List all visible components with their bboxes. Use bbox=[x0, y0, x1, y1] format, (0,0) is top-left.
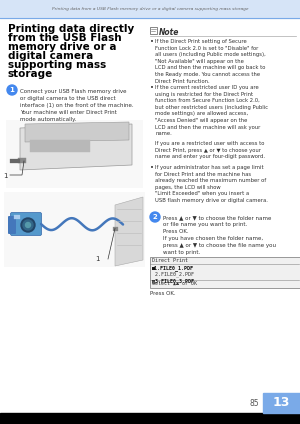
Circle shape bbox=[26, 223, 31, 228]
Bar bbox=[113, 226, 118, 231]
Text: 1: 1 bbox=[10, 87, 14, 93]
FancyBboxPatch shape bbox=[150, 27, 157, 34]
Text: Direct Print: Direct Print bbox=[152, 258, 188, 263]
Circle shape bbox=[150, 212, 160, 222]
Polygon shape bbox=[115, 197, 143, 266]
Bar bbox=[18, 158, 26, 163]
Circle shape bbox=[23, 220, 33, 230]
Text: storage: storage bbox=[8, 69, 53, 79]
Text: 1: 1 bbox=[4, 173, 8, 179]
Text: If your administrator has set a page limit
for Direct Print and the machine has
: If your administrator has set a page lim… bbox=[155, 165, 268, 203]
Text: supporting mass: supporting mass bbox=[8, 60, 106, 70]
Text: ■1.FILE0_1.PDF: ■1.FILE0_1.PDF bbox=[152, 265, 194, 271]
Bar bbox=[6, 120, 143, 188]
Bar bbox=[263, 393, 300, 413]
Polygon shape bbox=[25, 122, 129, 142]
Circle shape bbox=[21, 218, 35, 232]
Text: If the current restricted user ID you are
using is restricted for the Direct Pri: If the current restricted user ID you ar… bbox=[155, 85, 268, 136]
Bar bbox=[30, 140, 90, 152]
Text: Select ▲▼ or OK: Select ▲▼ or OK bbox=[152, 281, 197, 286]
Bar bbox=[0, 0, 300, 18]
Text: •: • bbox=[150, 165, 154, 171]
Text: •: • bbox=[150, 39, 154, 45]
Text: 13: 13 bbox=[273, 396, 290, 410]
Text: memory drive or a: memory drive or a bbox=[8, 42, 116, 52]
Text: from the USB Flash: from the USB Flash bbox=[8, 33, 122, 43]
Polygon shape bbox=[20, 124, 132, 170]
Text: Press OK.: Press OK. bbox=[150, 291, 176, 296]
Text: Note: Note bbox=[159, 28, 179, 37]
Text: Printing data directly: Printing data directly bbox=[8, 24, 134, 34]
Bar bbox=[0, 413, 300, 424]
Text: 2: 2 bbox=[153, 214, 158, 220]
Circle shape bbox=[7, 85, 17, 95]
FancyBboxPatch shape bbox=[11, 212, 41, 235]
FancyBboxPatch shape bbox=[149, 257, 299, 287]
Text: ▨3.FILE0_3.PDF: ▨3.FILE0_3.PDF bbox=[152, 278, 194, 284]
Text: digital camera: digital camera bbox=[8, 51, 93, 61]
Text: If you are a restricted user with access to
Direct Print, press ▲ or ▼ to choose: If you are a restricted user with access… bbox=[155, 141, 265, 159]
Text: 85: 85 bbox=[249, 399, 259, 407]
Bar bbox=[4, 192, 145, 267]
Text: Printing data from a USB Flash memory drive or a digital camera supporting mass : Printing data from a USB Flash memory dr… bbox=[52, 7, 248, 11]
Text: •: • bbox=[150, 85, 154, 91]
Text: 1: 1 bbox=[95, 256, 100, 262]
Text: Connect your USB Flash memory drive
or digital camera to the USB direct
interfac: Connect your USB Flash memory drive or d… bbox=[20, 89, 134, 122]
Bar bbox=[14, 215, 20, 219]
Bar bbox=[10, 159, 20, 162]
Text: If the Direct Print setting of Secure
Function Lock 2.0 is set to "Disable" for
: If the Direct Print setting of Secure Fu… bbox=[155, 39, 266, 84]
FancyBboxPatch shape bbox=[8, 216, 16, 234]
Text: 2.FILE0_2.PDF: 2.FILE0_2.PDF bbox=[152, 271, 194, 277]
Text: Press ▲ or ▼ to choose the folder name
or file name you want to print.
Press OK.: Press ▲ or ▼ to choose the folder name o… bbox=[163, 215, 276, 255]
